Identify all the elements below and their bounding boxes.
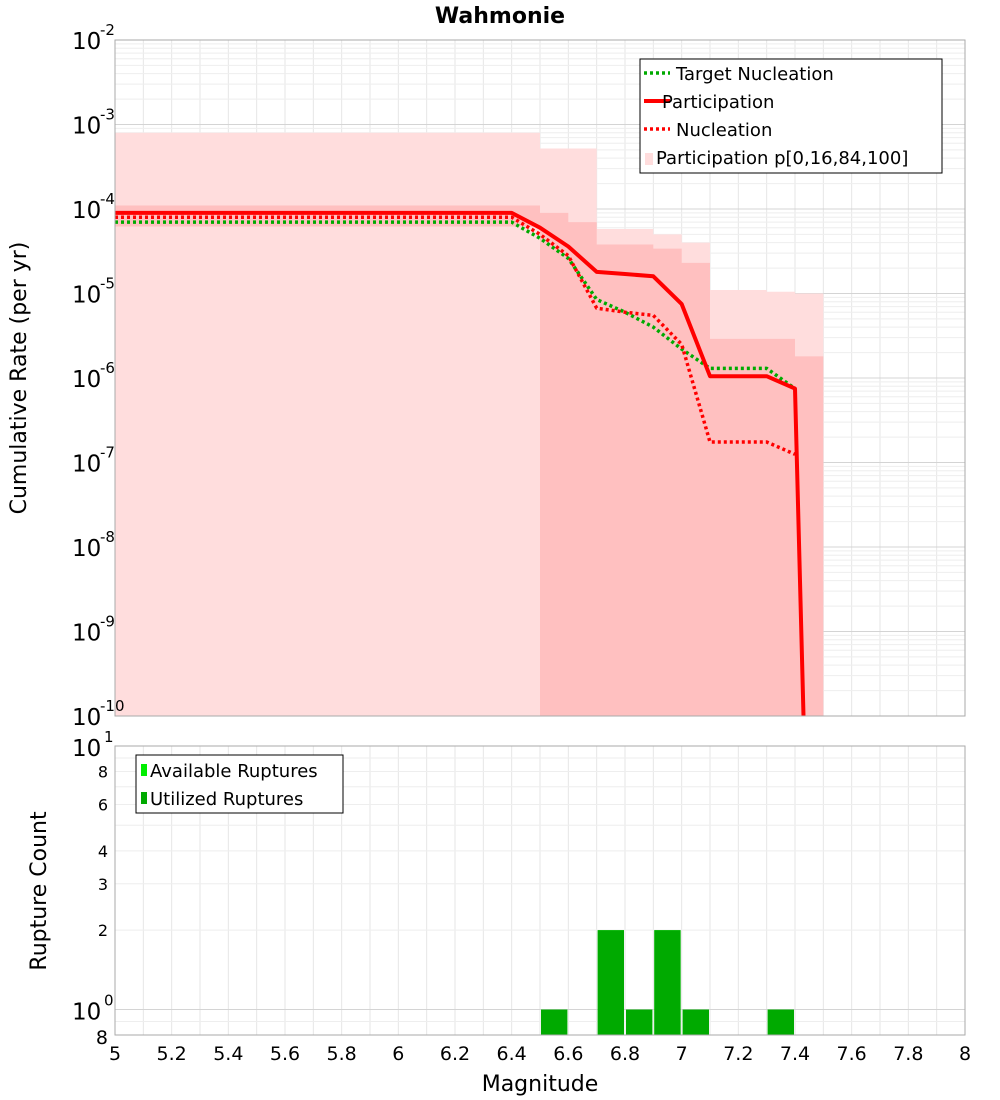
x-tick-label: 7.6 — [837, 1043, 867, 1065]
top-y-tick-exponent: -4 — [100, 190, 115, 208]
legend-label: Utilized Ruptures — [150, 789, 303, 810]
bottom-y-tick-base: 10 — [72, 999, 101, 1025]
bottom-y-tick-label: 4 — [98, 842, 108, 861]
series-line-1 — [115, 210, 806, 717]
bottom-y-tick-label: 6 — [98, 795, 108, 814]
x-tick-label: 6 — [392, 1043, 404, 1065]
x-tick-label: 6.6 — [553, 1043, 583, 1065]
legend-label: Available Ruptures — [150, 761, 318, 782]
participation-bands — [115, 132, 824, 716]
top-y-tick-exponent: -6 — [100, 359, 115, 377]
bottom-y-tick-base: 10 — [72, 736, 101, 762]
top-y-tick-base: 10 — [72, 114, 101, 140]
bottom-legend: Available Ruptures Utilized Ruptures — [135, 754, 344, 814]
utilized-ruptures-bar — [654, 930, 681, 1035]
x-tick-label: 5.6 — [270, 1043, 300, 1065]
top-y-tick-base: 10 — [72, 452, 101, 478]
series-line-0 — [115, 220, 797, 391]
x-tick-label: 8 — [959, 1043, 971, 1065]
bottom-y-tick-label: 3 — [98, 875, 108, 894]
legend-label: Nucleation — [676, 120, 772, 141]
x-tick-label: 7.2 — [723, 1043, 753, 1065]
bottom-legend-box — [135, 754, 344, 814]
bottom-y-axis-title: Rupture Count — [27, 811, 52, 971]
top-y-tick-base: 10 — [72, 705, 101, 731]
top-legend-box — [639, 58, 943, 174]
top-y-tick-base: 10 — [72, 621, 101, 647]
top-y-tick-base: 10 — [72, 367, 101, 393]
bottom-y-tick-label: 2 — [98, 921, 108, 940]
top-y-tick-exponent: -3 — [100, 106, 115, 124]
top-y-tick-exponent: -8 — [100, 528, 115, 546]
legend-swatch — [141, 792, 147, 804]
utilized-ruptures-bar — [626, 1009, 653, 1035]
legend-label: Participation p[0,16,84,100] — [656, 148, 908, 169]
top-y-tick-exponent: -7 — [100, 444, 115, 462]
x-tick-labels: 5 5.2 5.4 5.6 5.8 6 6.2 6.4 6.6 6.8 7 7.2 7.4 7.6 7.8 8 — [109, 1043, 971, 1065]
top-y-tick-exponent: -5 — [100, 275, 115, 293]
series-line-2 — [115, 215, 796, 456]
bottom-y-tick-exponent: 1 — [104, 728, 114, 746]
top-legend: Target Nucleation Participation Nucleation… — [639, 58, 943, 174]
top-y-tick-base: 10 — [72, 29, 101, 55]
top-y-tick-labels: 10-210-310-410-510-610-710-810-910-10 — [72, 21, 125, 731]
bottom-plot-frame — [114, 745, 966, 1036]
bottom-y-tick-label: 8 — [96, 1027, 108, 1049]
participation-band-1 — [115, 205, 824, 716]
x-tick-label: 7 — [676, 1043, 688, 1065]
utilized-ruptures-bar — [767, 1009, 794, 1035]
top-y-tick-base: 10 — [72, 283, 101, 309]
x-tick-label: 6.8 — [610, 1043, 640, 1065]
top-y-tick-exponent: -2 — [100, 21, 115, 39]
legend-label: Target Nucleation — [675, 64, 834, 85]
x-tick-label: 5 — [109, 1043, 121, 1065]
x-tick-label: 6.2 — [440, 1043, 470, 1065]
top-y-tick-base: 10 — [72, 536, 101, 562]
legend-label: Participation — [662, 92, 774, 113]
chart-title: Wahmonie — [435, 4, 565, 29]
rupture-count-bars — [541, 930, 794, 1035]
x-tick-label: 7.4 — [780, 1043, 810, 1065]
top-y-tick-exponent: -9 — [100, 613, 115, 631]
utilized-ruptures-bar — [541, 1009, 568, 1035]
top-y-axis-title: Cumulative Rate (per yr) — [7, 242, 32, 515]
x-tick-label: 5.4 — [213, 1043, 243, 1065]
x-tick-label: 6.4 — [497, 1043, 527, 1065]
utilized-ruptures-bar — [597, 930, 624, 1035]
bottom-y-tick-label: 8 — [98, 763, 108, 782]
rate-series-lines — [115, 210, 806, 717]
utilized-ruptures-bar — [682, 1009, 709, 1035]
top-plot-frame — [114, 39, 966, 717]
cumulative-rate-panel: 10-210-310-410-510-610-710-810-910-10 Cu… — [7, 21, 966, 731]
legend-swatch — [141, 764, 147, 776]
x-tick-label: 7.8 — [893, 1043, 923, 1065]
bottom-y-tick-exponent: 0 — [104, 991, 114, 1009]
x-axis-title: Magnitude — [482, 1072, 599, 1097]
x-tick-label: 5.2 — [157, 1043, 187, 1065]
x-tick-label: 5.8 — [327, 1043, 357, 1065]
legend-swatch — [645, 153, 653, 165]
top-y-tick-base: 10 — [72, 198, 101, 224]
top-y-tick-exponent: -10 — [100, 697, 125, 715]
